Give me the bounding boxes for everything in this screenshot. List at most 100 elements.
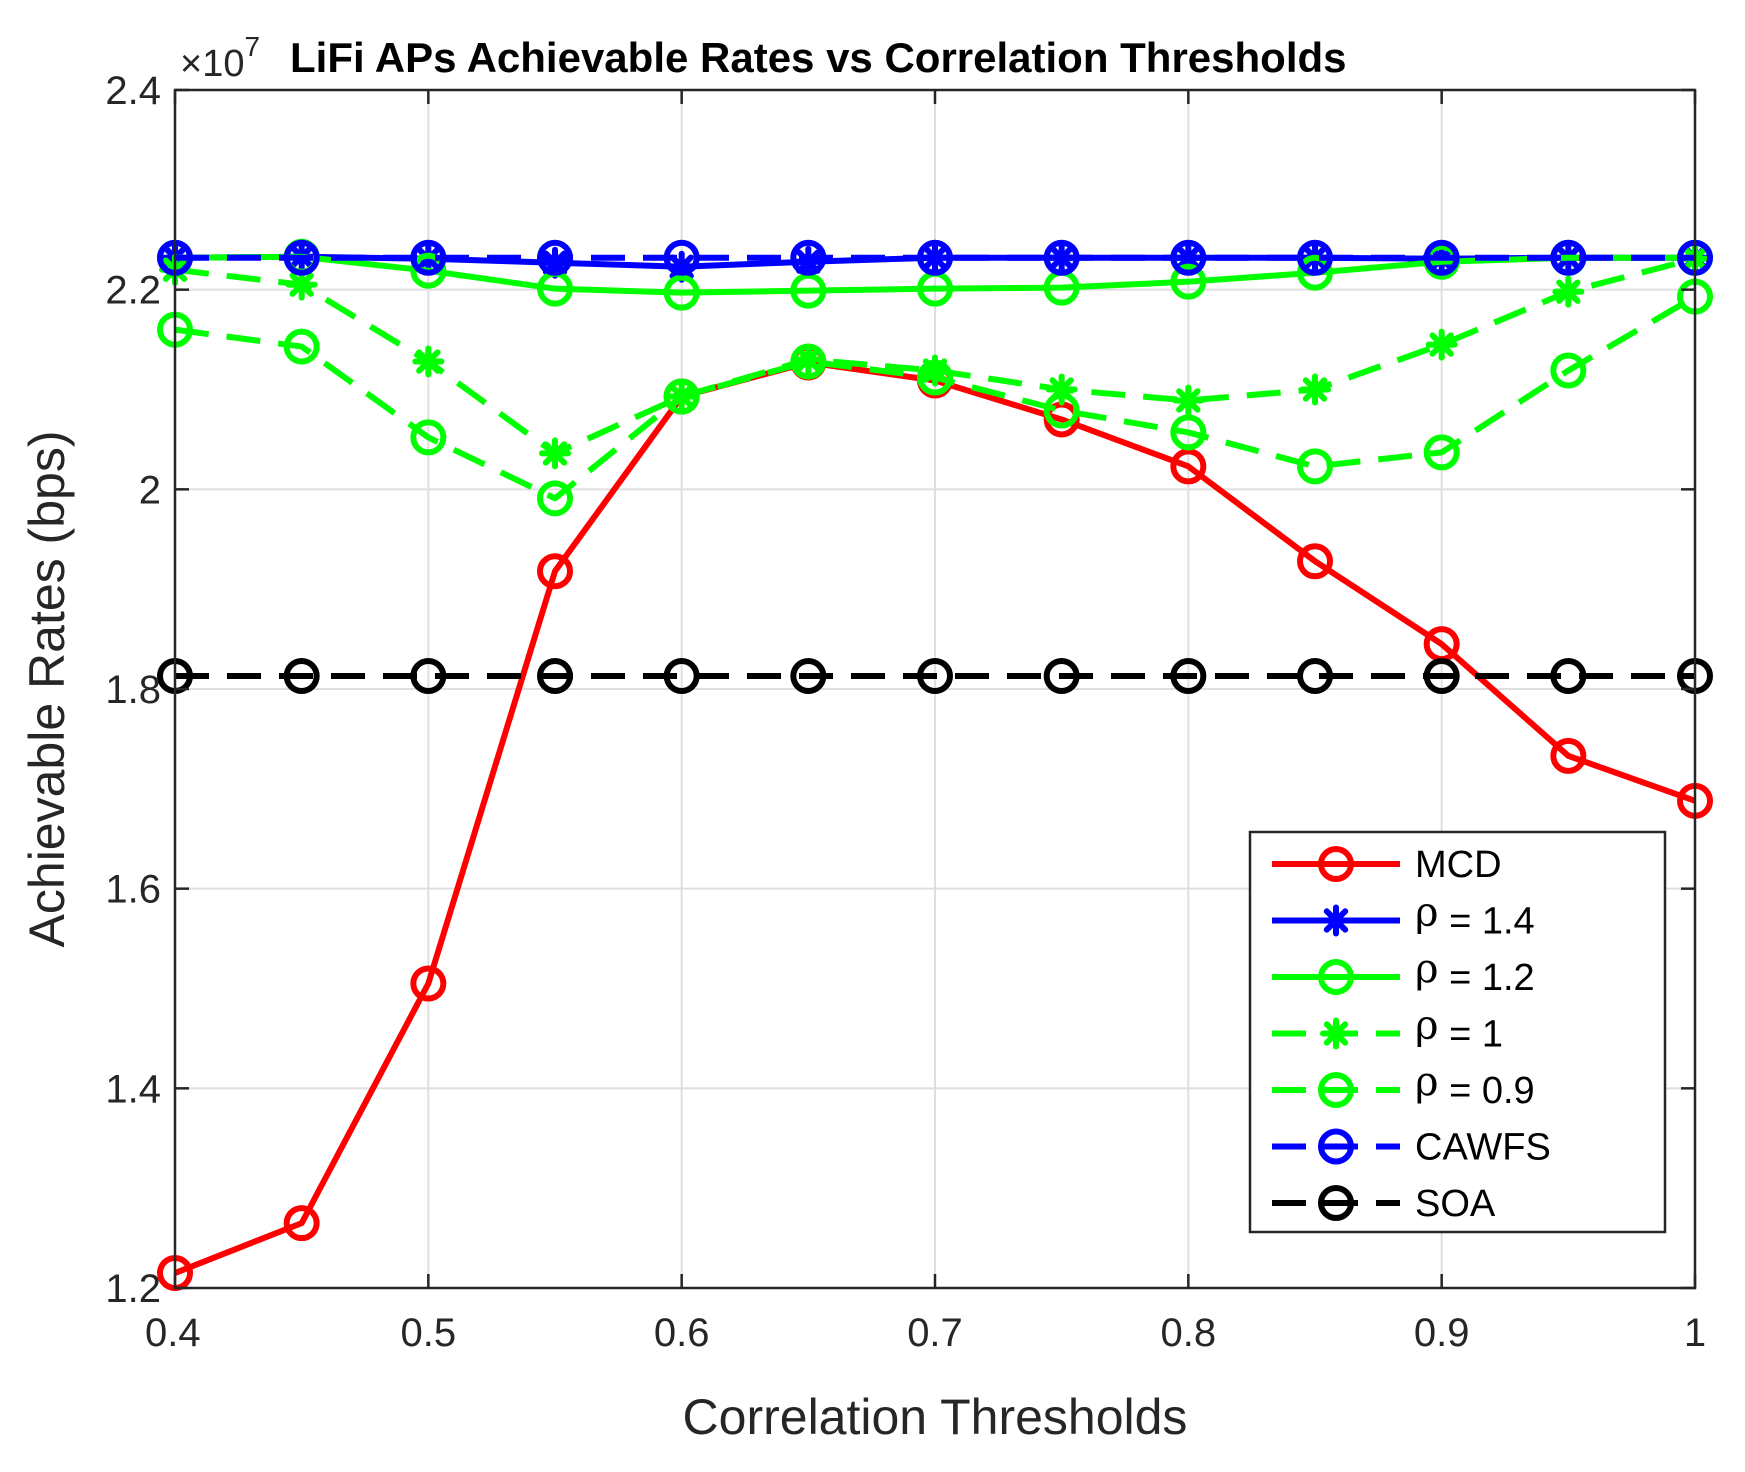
data-point (917, 239, 953, 276)
legend-entry-mcd: MCD (1272, 844, 1502, 886)
marker-stroke (796, 347, 821, 372)
data-point (539, 437, 571, 470)
multiplier-exponent: 7 (244, 31, 260, 62)
data-point (1170, 658, 1207, 695)
chart-title: LiFi APs Achievable Rates vs Correlation… (290, 34, 1347, 81)
data-point (1423, 434, 1460, 471)
data-point (410, 252, 447, 289)
marker-stroke (1429, 332, 1454, 357)
legend-value: = 0.9 (1439, 1070, 1535, 1112)
legend-value: = 1.4 (1439, 901, 1535, 943)
y-axis-multiplier: ×107 (180, 31, 260, 85)
legend-label: SOA (1415, 1183, 1496, 1225)
legend-entry-1-4: ρ = 1.4 (1272, 890, 1535, 943)
data-point (410, 658, 447, 695)
data-point (537, 658, 573, 695)
data-point (1043, 658, 1080, 695)
series-group (157, 238, 1713, 1292)
marker-stroke (542, 441, 568, 466)
data-point (283, 328, 320, 365)
data-point (790, 658, 827, 695)
data-point (537, 553, 573, 590)
data-point (410, 419, 447, 456)
x-tick-label: 1 (1684, 1311, 1706, 1355)
data-point (537, 480, 573, 517)
legend-marker (1318, 1185, 1354, 1221)
data-point (283, 239, 320, 276)
legend-entry-cawfs: CAWFS (1272, 1127, 1551, 1169)
data-point (1297, 658, 1333, 695)
y-tick-label: 1.4 (105, 1067, 161, 1111)
multiplier-base: ×10 (180, 43, 244, 85)
marker-stroke (1323, 1021, 1349, 1046)
y-tick-label: 2.2 (105, 269, 161, 313)
data-point (1550, 737, 1587, 774)
x-tick-label: 0.7 (907, 1311, 963, 1355)
y-tick-label: 2 (139, 468, 161, 512)
y-tick-label: 1.8 (105, 668, 161, 712)
legend-value: = 1.2 (1439, 957, 1535, 999)
ticks: 0.4 0.5 0.6 0.7 0.8 0.9 1 1.2 1.4 1.6 1.8 2 2.2 2.4 (105, 69, 1706, 1355)
x-tick-label: 0.8 (1161, 1311, 1217, 1355)
x-axis-label: Correlation Thresholds (683, 1389, 1188, 1445)
data-point (285, 268, 318, 301)
marker-stroke (1556, 279, 1581, 304)
series-0-9 (157, 278, 1713, 517)
legend-label: ρ = 0.9 (1415, 1059, 1535, 1112)
legend-marker (1318, 959, 1354, 995)
data-point (1172, 384, 1205, 417)
data-point (1550, 239, 1587, 276)
data-point (1297, 543, 1333, 580)
data-point (1550, 352, 1587, 389)
legend-label: CAWFS (1415, 1127, 1551, 1169)
data-point (1423, 239, 1460, 276)
x-tick-label: 0.4 (145, 1311, 201, 1355)
legend-label: ρ = 1.2 (1415, 946, 1535, 999)
data-point (410, 239, 447, 276)
data-point (283, 658, 320, 695)
data-point (1552, 275, 1585, 308)
data-point (283, 1205, 320, 1242)
marker-stroke (1176, 388, 1201, 413)
marker-stroke (289, 272, 314, 297)
data-point (1425, 328, 1458, 361)
data-point (1550, 658, 1587, 695)
data-point (412, 345, 445, 378)
data-point (1043, 239, 1080, 276)
legend-label: MCD (1415, 844, 1502, 886)
data-point (410, 965, 447, 1002)
legend-marker (1320, 1017, 1352, 1050)
data-point (1170, 448, 1207, 485)
legend-label: ρ = 1.4 (1415, 890, 1535, 943)
marker-stroke (416, 246, 441, 271)
legend-symbol: ρ (1415, 946, 1439, 992)
data-point (1170, 263, 1207, 300)
data-point (1170, 239, 1207, 276)
legend-entry-1: ρ = 1 (1272, 1003, 1503, 1056)
data-point (790, 239, 827, 276)
series-soa (157, 658, 1713, 695)
y-tick-label: 1.6 (105, 868, 161, 912)
data-point (1423, 658, 1460, 695)
data-point (663, 239, 700, 276)
data-point (917, 658, 953, 695)
data-point (790, 343, 827, 380)
marker-stroke (1302, 377, 1328, 402)
data-point (1297, 254, 1333, 291)
data-point (663, 378, 700, 415)
legend-label: ρ = 1 (1415, 1003, 1503, 1056)
x-tick-label: 0.9 (1414, 1311, 1470, 1355)
y-tick-label: 1.2 (105, 1267, 161, 1311)
y-axis-label: Achievable Rates (bps) (19, 431, 75, 948)
data-point (663, 274, 700, 311)
legend-entry-soa: SOA (1272, 1183, 1496, 1225)
marker-stroke (416, 349, 441, 374)
x-tick-label: 0.5 (401, 1311, 457, 1355)
x-tick-label: 0.6 (654, 1311, 710, 1355)
data-point (537, 239, 573, 276)
data-point (663, 658, 700, 695)
legend-marker (1318, 1128, 1354, 1165)
data-point (792, 343, 825, 376)
